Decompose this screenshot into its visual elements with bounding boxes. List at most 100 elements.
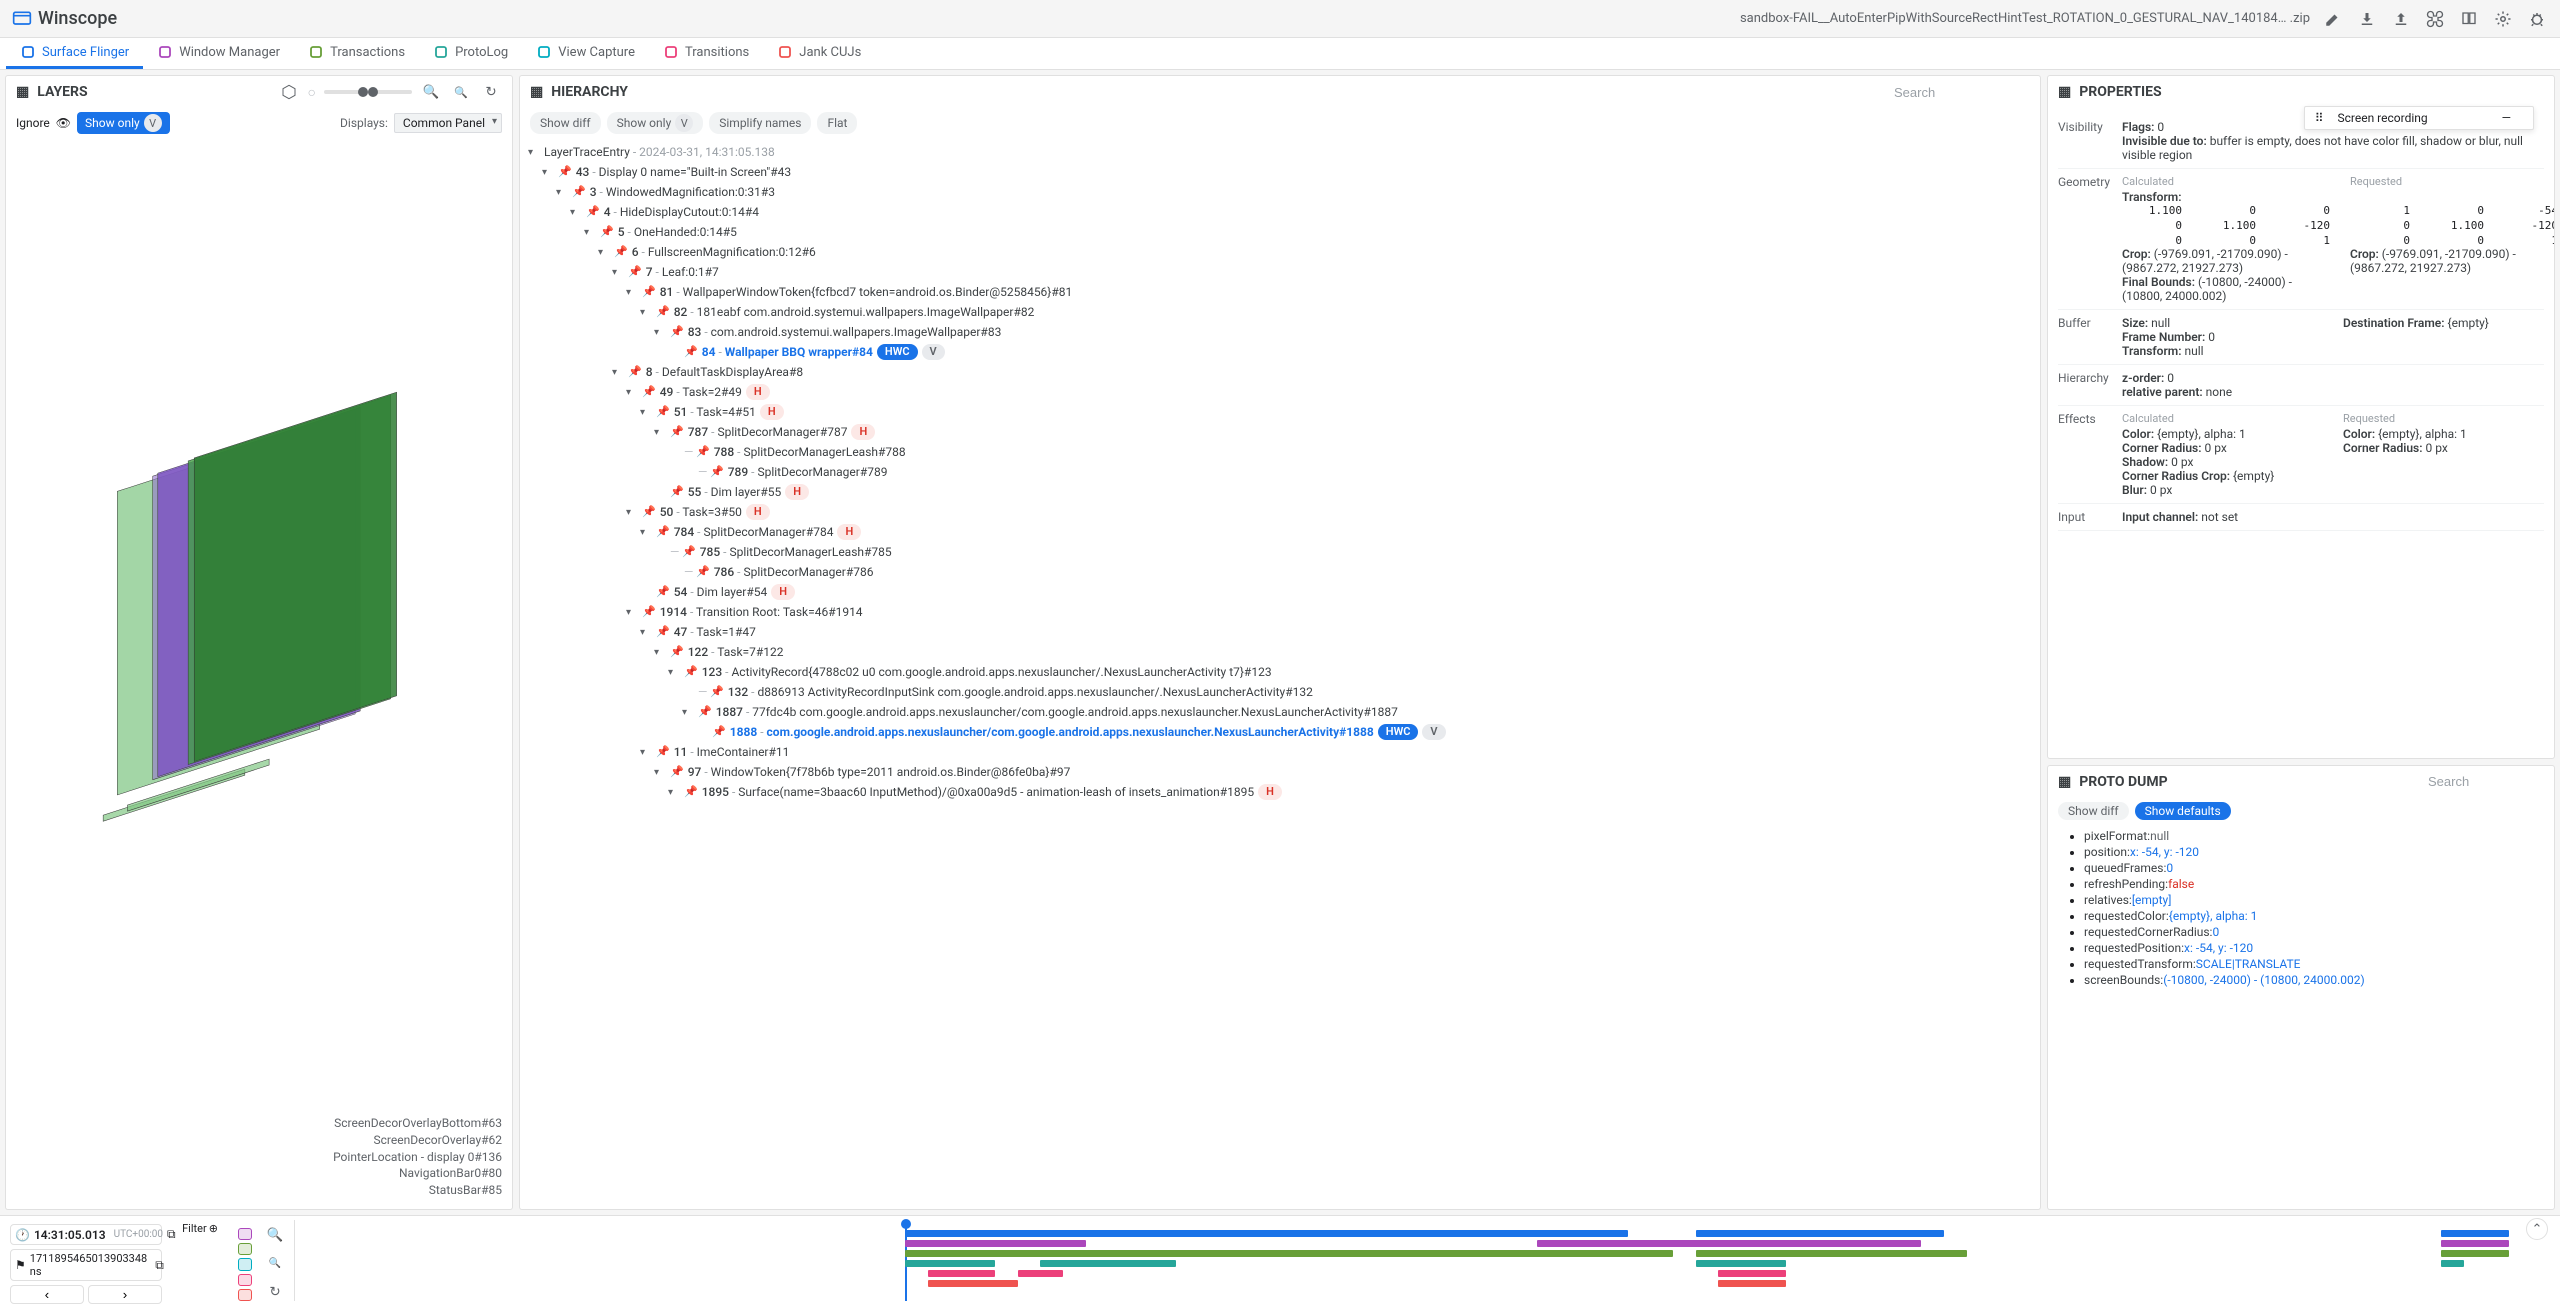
timeline-segment[interactable] xyxy=(2441,1230,2509,1237)
tree-node[interactable]: ▾📌49 - Task=2#49H xyxy=(528,382,2032,402)
pin-icon[interactable]: 📌 xyxy=(710,684,724,701)
bug-icon[interactable] xyxy=(2526,8,2548,30)
pin-icon[interactable]: 📌 xyxy=(710,464,724,481)
flat-pill[interactable]: Flat xyxy=(817,112,857,134)
dump-item[interactable]: relatives:[empty] xyxy=(2084,892,2536,908)
pin-icon[interactable]: 📌 xyxy=(586,204,600,221)
track-legend-swatch[interactable] xyxy=(238,1243,252,1255)
chevron-down-icon[interactable]: ▾ xyxy=(528,145,540,160)
pin-icon[interactable]: 📌 xyxy=(656,304,670,321)
pin-icon[interactable]: 📌 xyxy=(642,604,656,621)
tree-node[interactable]: 📌54 - Dim layer#54H xyxy=(528,582,2032,602)
chevron-down-icon[interactable]: ▾ xyxy=(570,205,582,220)
pin-icon[interactable]: 📌 xyxy=(656,524,670,541)
track-legend-swatch[interactable] xyxy=(238,1228,252,1240)
showonly-pill[interactable]: Show only V xyxy=(607,112,704,134)
pin-icon[interactable]: 📌 xyxy=(642,384,656,401)
displays-dropdown[interactable]: Common Panel xyxy=(394,113,502,133)
timeline-segment[interactable] xyxy=(928,1270,996,1277)
dump-showdiff[interactable]: Show diff xyxy=(2058,802,2129,820)
tree-node[interactable]: ▾📌787 - SplitDecorManager#787H xyxy=(528,422,2032,442)
tree-node[interactable]: ▾📌43 - Display 0 name="Built-in Screen"#… xyxy=(528,162,2032,182)
drag-handle-icon[interactable]: ⠿ xyxy=(2315,111,2324,125)
timeline-segment[interactable] xyxy=(1718,1280,1786,1287)
chevron-down-icon[interactable]: ▾ xyxy=(654,425,666,440)
tree-node[interactable]: ▾📌4 - HideDisplayCutout:0:14#4 xyxy=(528,202,2032,222)
timeline-segment[interactable] xyxy=(905,1230,1628,1237)
edit-icon[interactable] xyxy=(2322,8,2344,30)
tree-node[interactable]: ▾📌1914 - Transition Root: Task=46#1914 xyxy=(528,602,2032,622)
pin-icon[interactable]: 📌 xyxy=(682,544,696,561)
time-display[interactable]: 🕐 14:31:05.013 UTC+00:00 ⧉ xyxy=(10,1224,162,1245)
chevron-down-icon[interactable]: ▾ xyxy=(584,225,596,240)
chevron-down-icon[interactable]: ▾ xyxy=(668,785,680,800)
pin-icon[interactable]: 📌 xyxy=(642,504,656,521)
tree-node[interactable]: ▾📌6 - FullscreenMagnification:0:12#6 xyxy=(528,242,2032,262)
dump-showdef[interactable]: Show defaults xyxy=(2135,802,2231,820)
pin-icon[interactable]: 📌 xyxy=(712,724,726,741)
cube-icon[interactable] xyxy=(278,81,300,103)
tree-node[interactable]: ▾📌8 - DefaultTaskDisplayArea#8 xyxy=(528,362,2032,382)
tree-node[interactable]: ▾📌122 - Task=7#122 xyxy=(528,642,2032,662)
timeline-segment[interactable] xyxy=(928,1280,1018,1287)
tab-transitions[interactable]: Transitions xyxy=(649,38,763,69)
pin-icon[interactable]: 📌 xyxy=(572,184,586,201)
timeline-segment[interactable] xyxy=(1696,1240,1922,1247)
tab-transactions[interactable]: Transactions xyxy=(294,38,419,69)
dump-item[interactable]: refreshPending:false xyxy=(2084,876,2536,892)
dump-search[interactable] xyxy=(2424,770,2544,793)
upload-icon[interactable] xyxy=(2390,8,2412,30)
pin-icon[interactable]: 📌 xyxy=(670,424,684,441)
chevron-down-icon[interactable]: ▾ xyxy=(626,285,638,300)
layer-label[interactable]: ScreenDecorOverlay#62 xyxy=(333,1132,502,1149)
tree-node[interactable]: ▾📌123 - ActivityRecord{4788c02 u0 com.go… xyxy=(528,662,2032,682)
pin-icon[interactable]: 📌 xyxy=(684,784,698,801)
tree-node[interactable]: 📌84 - Wallpaper BBQ wrapper#84HWCV xyxy=(528,342,2032,362)
pin-icon[interactable]: 📌 xyxy=(656,624,670,641)
timeline-segment[interactable] xyxy=(2441,1240,2509,1247)
slider2[interactable] xyxy=(372,90,412,94)
crosshair-icon[interactable]: ⊕ xyxy=(209,1222,218,1235)
timeline-segment[interactable] xyxy=(1696,1230,1944,1237)
copy-icon[interactable]: ⧉ xyxy=(155,1258,164,1273)
chevron-down-icon[interactable]: ▾ xyxy=(640,745,652,760)
chevron-down-icon[interactable]: ▾ xyxy=(668,665,680,680)
dump-item[interactable]: requestedTransform:SCALE|TRANSLATE xyxy=(2084,956,2536,972)
pin-icon[interactable]: 📌 xyxy=(656,744,670,761)
showdiff-pill[interactable]: Show diff xyxy=(530,112,601,134)
track-legend-swatch[interactable] xyxy=(238,1289,252,1301)
tab-protolog[interactable]: ProtoLog xyxy=(419,38,522,69)
slider1[interactable] xyxy=(324,90,364,94)
reset-icon[interactable]: ↻ xyxy=(480,81,502,103)
chevron-down-icon[interactable]: ▾ xyxy=(654,765,666,780)
tree-node[interactable]: ▾📌784 - SplitDecorManager#784H xyxy=(528,522,2032,542)
chevron-down-icon[interactable]: ▾ xyxy=(626,385,638,400)
dump-item[interactable]: position:x: -54, y: -120 xyxy=(2084,844,2536,860)
command-icon[interactable] xyxy=(2424,8,2446,30)
expand-timeline-button[interactable]: ⌃ xyxy=(2526,1218,2548,1240)
hierarchy-search[interactable] xyxy=(1890,81,2030,104)
pin-icon[interactable]: 📌 xyxy=(614,244,628,261)
tree-node[interactable]: —📌786 - SplitDecorManager#786 xyxy=(528,562,2032,582)
screen-recording-widget[interactable]: ⠿ Screen recording — xyxy=(2304,106,2534,130)
chevron-down-icon[interactable]: ▾ xyxy=(640,625,652,640)
tree-node[interactable]: ▾📌47 - Task=1#47 xyxy=(528,622,2032,642)
layer-label[interactable]: StatusBar#85 xyxy=(333,1182,502,1199)
pin-icon[interactable]: 📌 xyxy=(670,484,684,501)
reset-zoom-icon[interactable]: ↻ xyxy=(264,1283,286,1301)
next-frame-button[interactable]: › xyxy=(88,1285,162,1304)
tree-node[interactable]: ▾📌1887 - 77fdc4b com.google.android.apps… xyxy=(528,702,2032,722)
pin-icon[interactable]: 📌 xyxy=(628,364,642,381)
settings-icon[interactable] xyxy=(2492,8,2514,30)
pin-icon[interactable]: 📌 xyxy=(670,644,684,661)
download-icon[interactable] xyxy=(2356,8,2378,30)
tree-node[interactable]: ▾📌97 - WindowToken{7f78b6b type=2011 and… xyxy=(528,762,2032,782)
dump-item[interactable]: pixelFormat:null xyxy=(2084,828,2536,844)
pin-icon[interactable]: 📌 xyxy=(656,584,670,601)
pin-icon[interactable]: 📌 xyxy=(684,664,698,681)
hierarchy-tree[interactable]: ▾LayerTraceEntry - 2024-03-31, 14:31:05.… xyxy=(520,138,2040,1209)
tree-node[interactable]: 📌55 - Dim layer#55H xyxy=(528,482,2032,502)
tree-node[interactable]: 📌1888 - com.google.android.apps.nexuslau… xyxy=(528,722,2032,742)
chevron-down-icon[interactable]: ▾ xyxy=(626,605,638,620)
timeline-segment[interactable] xyxy=(1696,1260,1786,1267)
